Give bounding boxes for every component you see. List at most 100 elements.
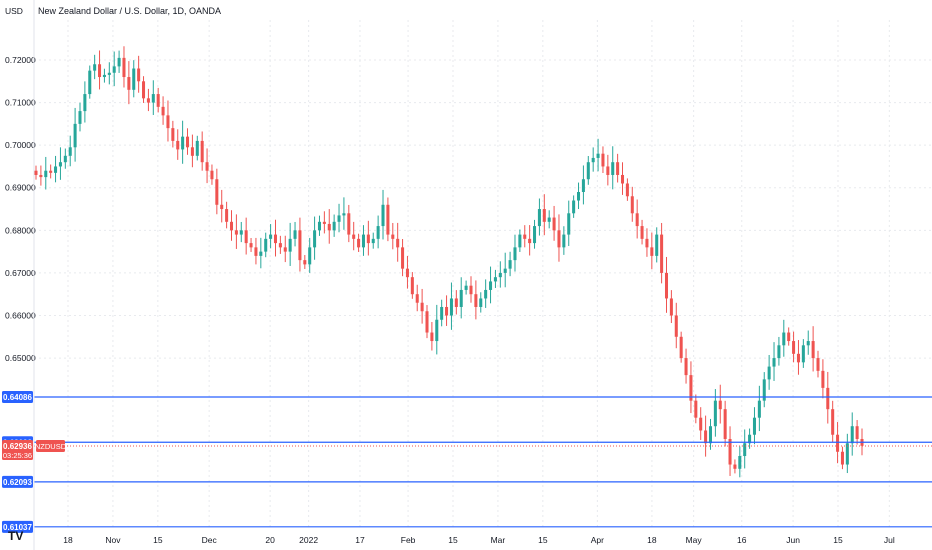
- candle-body: [146, 98, 150, 103]
- candle-body: [601, 153, 605, 167]
- candle-body: [405, 268, 409, 278]
- candle: [645, 228, 649, 257]
- candle: [801, 339, 805, 368]
- candle: [161, 96, 165, 125]
- candle: [83, 81, 87, 123]
- candle: [93, 54, 97, 80]
- price-axis[interactable]: 0.72000 0.71000 0.70000 0.69000 0.68000 0.670…: [5, 55, 36, 363]
- candle-body: [645, 238, 649, 248]
- candle: [484, 279, 488, 308]
- candle-body: [752, 417, 756, 435]
- y-tick-label: 0.71000: [5, 98, 36, 108]
- candle: [748, 428, 752, 449]
- candle: [234, 214, 238, 249]
- candle-body: [357, 238, 361, 248]
- candle-body: [215, 179, 219, 205]
- candle: [449, 282, 453, 330]
- candle: [782, 319, 786, 357]
- candle: [689, 361, 693, 414]
- candle-body: [664, 272, 669, 299]
- candle-body: [244, 230, 248, 244]
- x-tick-label: Apr: [591, 535, 604, 545]
- candle: [547, 210, 551, 229]
- candle: [611, 146, 615, 190]
- symbol-badge: [36, 439, 65, 452]
- candle: [396, 222, 400, 262]
- candle: [796, 340, 800, 375]
- candle: [200, 131, 204, 171]
- level-badge: [2, 475, 33, 488]
- candle: [259, 237, 263, 269]
- candle: [513, 234, 517, 272]
- last-price-label: 0.62936: [3, 442, 32, 451]
- candle: [308, 237, 312, 273]
- candle-body: [205, 162, 209, 171]
- candle-body: [366, 234, 370, 244]
- candle: [195, 135, 199, 161]
- candle-body: [674, 315, 678, 337]
- candle-body: [669, 298, 673, 316]
- x-tick-label: Jun: [786, 535, 800, 545]
- candle-body: [738, 456, 742, 469]
- candle-body: [743, 443, 747, 457]
- horizontal-levels[interactable]: [34, 396, 932, 528]
- candle: [762, 372, 766, 408]
- candle: [601, 146, 605, 174]
- x-tick-label: 15: [833, 535, 843, 545]
- candle-body: [249, 243, 253, 248]
- candle-body: [845, 443, 849, 465]
- candle: [376, 215, 380, 249]
- candle: [386, 197, 390, 242]
- candle-body: [811, 341, 815, 359]
- candle-body: [533, 226, 537, 244]
- candle-body: [640, 226, 644, 239]
- candle-body: [562, 234, 566, 248]
- candle-body: [298, 230, 302, 261]
- candle-body: [801, 345, 805, 363]
- candle: [713, 389, 717, 437]
- candle-body: [88, 70, 92, 95]
- candle-body: [58, 162, 62, 167]
- candle: [757, 385, 761, 432]
- x-tick-label: 15: [153, 535, 163, 545]
- candle-body: [195, 140, 199, 156]
- candle: [821, 359, 825, 399]
- candle-body: [229, 221, 234, 231]
- candle-body: [694, 400, 698, 418]
- candle-body: [606, 166, 610, 175]
- candle-body: [586, 162, 590, 180]
- candle-body: [464, 285, 468, 290]
- candle-body: [493, 277, 497, 282]
- candle: [728, 426, 732, 476]
- candle: [655, 227, 659, 263]
- candle: [572, 195, 576, 218]
- candle-body: [630, 196, 634, 214]
- candle-body: [117, 57, 121, 67]
- candle-body: [73, 123, 77, 148]
- candle: [415, 284, 419, 312]
- candle: [787, 327, 791, 346]
- candle-body: [308, 247, 312, 265]
- x-tick-label: 17: [355, 535, 365, 545]
- candle-body: [132, 68, 136, 90]
- tradingview-logo[interactable]: TV: [8, 529, 23, 543]
- candle: [327, 209, 331, 244]
- candle: [166, 100, 170, 142]
- candle-body: [185, 136, 190, 148]
- candle-body: [396, 238, 400, 248]
- candle-body: [591, 157, 595, 163]
- candle: [137, 55, 141, 93]
- candle: [845, 433, 849, 474]
- candle-body: [102, 74, 106, 78]
- candle: [210, 164, 214, 185]
- candle-body: [518, 234, 522, 248]
- candle-body: [401, 247, 405, 269]
- candle-body: [327, 223, 331, 231]
- candle: [664, 256, 669, 313]
- candle-body: [234, 230, 238, 235]
- candle: [381, 189, 385, 240]
- candle: [117, 50, 121, 73]
- candle-body: [254, 247, 258, 256]
